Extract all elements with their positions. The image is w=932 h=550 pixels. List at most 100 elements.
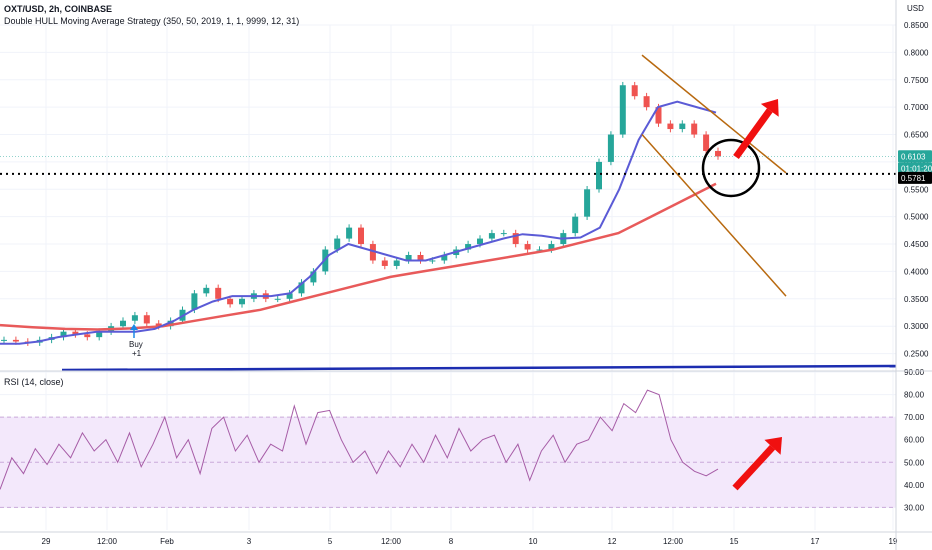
x-tick-label: 10: [529, 537, 538, 546]
candle-body: [310, 271, 317, 283]
rsi-tick-label: 60.00: [904, 436, 925, 445]
rsi-tick-label: 70.00: [904, 413, 925, 422]
candle-body: [1, 339, 7, 341]
x-tick-label: 12: [608, 537, 617, 546]
candle-body: [274, 298, 281, 300]
candle-body: [12, 339, 19, 342]
arrow-head: [764, 437, 782, 455]
candle-body: [441, 255, 448, 261]
up-arrow-price: [733, 99, 779, 160]
rsi-tick-label: 40.00: [904, 481, 925, 490]
buy-qty: +1: [132, 349, 142, 358]
price-tick-label: 0.7000: [904, 103, 929, 112]
price-tick-label: 0.8000: [904, 48, 929, 57]
candle-body: [607, 134, 614, 162]
price-tick-label: 0.3500: [904, 295, 929, 304]
candle-body: [703, 134, 710, 151]
candle-body: [191, 293, 198, 310]
x-tick-label: 12:00: [97, 537, 118, 546]
channel-upper: [641, 54, 787, 174]
buy-label: Buy: [129, 340, 143, 349]
rsi-band: [0, 416, 896, 508]
arrow-shaft: [733, 108, 773, 160]
candle-body: [346, 227, 353, 239]
candle-body: [417, 255, 424, 261]
x-tick-label: 12:00: [381, 537, 402, 546]
price-channel: [641, 54, 787, 297]
candle-body: [227, 298, 234, 305]
candle-body: [691, 123, 698, 135]
x-tick-label: 19: [889, 537, 898, 546]
rsi-tick-label: 30.00: [904, 503, 925, 512]
rsi-path: [0, 389, 719, 490]
candle-body: [631, 85, 638, 97]
annotations: [0, 99, 897, 491]
candle-body: [548, 244, 555, 250]
last-price-tag: 0.6103: [898, 150, 932, 163]
candle-body: [239, 298, 245, 305]
candle-body: [524, 244, 531, 250]
candle-body: [72, 331, 79, 335]
candle-body: [167, 320, 174, 327]
price-tick-label: 0.6500: [904, 131, 929, 140]
x-tick-label: 3: [247, 537, 252, 546]
price-tick-label: 0.4500: [904, 240, 929, 249]
candle-body: [298, 282, 305, 294]
rsi-tick-label: 50.00: [904, 458, 925, 467]
arrow-head: [760, 99, 779, 117]
rsi-tick-label: 80.00: [904, 391, 925, 400]
candle-body: [120, 320, 126, 327]
x-tick-label: 5: [328, 537, 333, 546]
countdown-tag-text: 01:01:20: [901, 164, 932, 173]
candle-body: [215, 287, 222, 299]
x-tick-label: Feb: [160, 537, 174, 546]
candle-body: [405, 255, 412, 261]
price-tick-label: 0.4000: [904, 267, 929, 276]
candle-body: [358, 227, 364, 245]
level-price-tag: 0.5781: [898, 171, 932, 184]
candle-body: [655, 107, 662, 124]
candle-body: [381, 260, 388, 266]
strategy-title: Double HULL Moving Average Strategy (350…: [4, 16, 300, 26]
hull-slow-line: [0, 182, 717, 331]
candles: [1, 81, 721, 346]
price-tick-label: 0.7500: [904, 76, 929, 85]
candle-body: [429, 260, 436, 262]
price-tick-label: 0.5000: [904, 213, 929, 222]
symbol-title: OXT/USD, 2h, COINBASE: [4, 4, 113, 14]
candle-body: [572, 216, 579, 234]
last-price-tag-bg: [898, 150, 932, 163]
candle-body: [334, 238, 341, 250]
candle-body: [667, 123, 674, 130]
highlight-circle: [701, 138, 761, 198]
candle-body: [203, 287, 210, 294]
channel-lower: [641, 134, 787, 297]
last-price-tag-text: 0.6103: [901, 152, 926, 161]
candle-body: [512, 233, 519, 245]
x-tick-label: 8: [449, 537, 454, 546]
candle-body: [500, 233, 507, 235]
x-tick-label: 12:00: [663, 537, 684, 546]
candle-body: [96, 331, 103, 338]
candle-body: [619, 85, 626, 135]
candle-body: [465, 244, 472, 250]
candle-body: [84, 334, 91, 338]
candle-body: [393, 260, 400, 266]
x-tick-label: 29: [42, 537, 51, 546]
candle-body: [488, 233, 495, 239]
hull-fast-path: [0, 100, 717, 345]
level-price-tag-bg: [898, 171, 932, 184]
hull-slow-path: [0, 182, 717, 331]
candle-body: [143, 315, 150, 324]
up-arrow-rsi: [732, 437, 782, 491]
buy-arrow-head: [130, 324, 138, 330]
candle-body: [286, 293, 293, 299]
price-tick-label: 0.5500: [904, 185, 929, 194]
price-tick-label: 0.2500: [904, 350, 929, 359]
candle-body: [60, 331, 67, 338]
baseline: [61, 364, 897, 372]
currency-label[interactable]: USD: [907, 4, 924, 13]
candle-body: [679, 123, 686, 130]
